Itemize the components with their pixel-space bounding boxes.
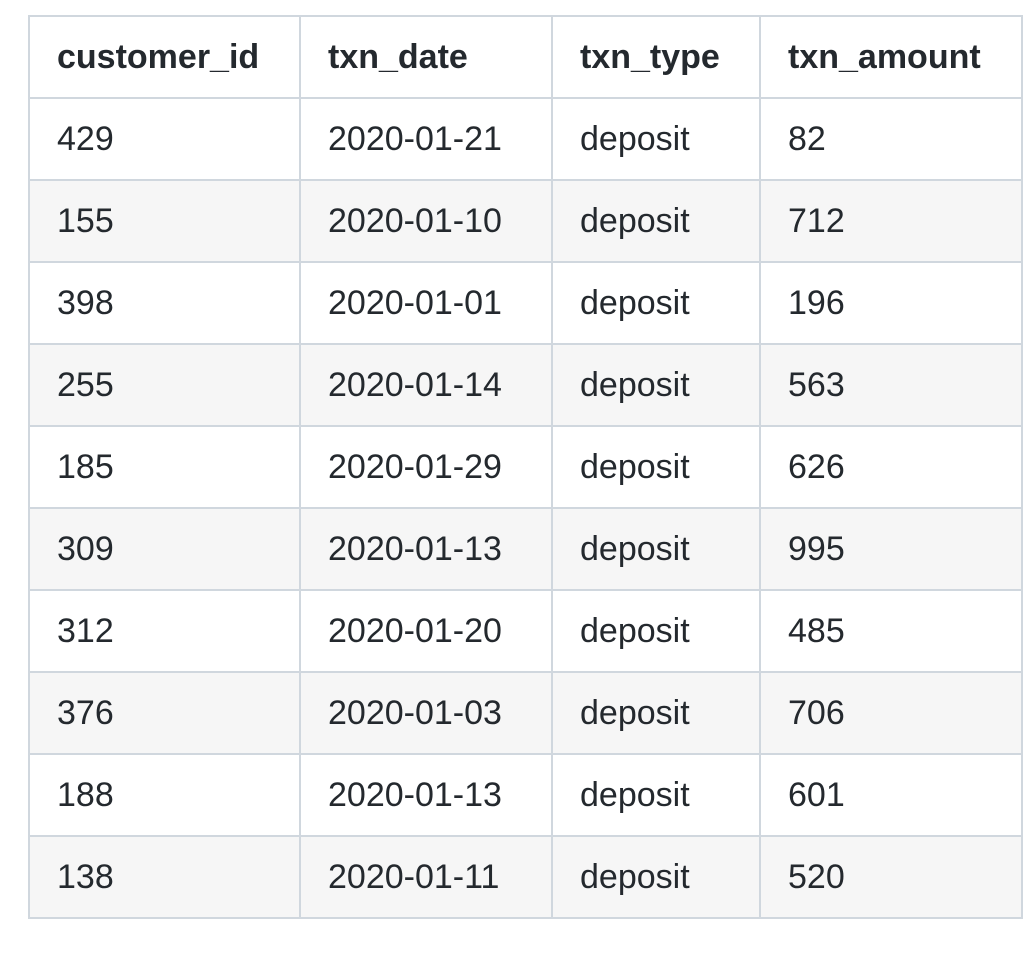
- cell-customer-id: 185: [28, 425, 301, 509]
- cell-txn-type: deposit: [551, 97, 761, 181]
- table-body: 429 2020-01-21 deposit 82 155 2020-01-10…: [28, 97, 1023, 919]
- cell-customer-id: 188: [28, 753, 301, 837]
- cell-txn-amount: 712: [759, 179, 1023, 263]
- transactions-table: customer_id txn_date txn_type txn_amount…: [28, 15, 1023, 919]
- cell-txn-date: 2020-01-29: [299, 425, 553, 509]
- cell-txn-amount: 196: [759, 261, 1023, 345]
- cell-txn-date: 2020-01-20: [299, 589, 553, 673]
- table-row: 255 2020-01-14 deposit 563: [28, 343, 1023, 427]
- cell-txn-amount: 563: [759, 343, 1023, 427]
- cell-txn-amount: 601: [759, 753, 1023, 837]
- cell-txn-type: deposit: [551, 589, 761, 673]
- cell-txn-amount: 706: [759, 671, 1023, 755]
- cell-txn-date: 2020-01-10: [299, 179, 553, 263]
- cell-txn-amount: 626: [759, 425, 1023, 509]
- table-row: 185 2020-01-29 deposit 626: [28, 425, 1023, 509]
- table-row: 188 2020-01-13 deposit 601: [28, 753, 1023, 837]
- cell-txn-date: 2020-01-14: [299, 343, 553, 427]
- cell-txn-type: deposit: [551, 835, 761, 919]
- cell-customer-id: 376: [28, 671, 301, 755]
- column-header-txn-amount: txn_amount: [759, 15, 1023, 99]
- column-header-customer-id: customer_id: [28, 15, 301, 99]
- cell-txn-type: deposit: [551, 753, 761, 837]
- table-row: 309 2020-01-13 deposit 995: [28, 507, 1023, 591]
- cell-customer-id: 398: [28, 261, 301, 345]
- cell-txn-amount: 995: [759, 507, 1023, 591]
- table-row: 429 2020-01-21 deposit 82: [28, 97, 1023, 181]
- cell-txn-date: 2020-01-13: [299, 507, 553, 591]
- cell-txn-date: 2020-01-13: [299, 753, 553, 837]
- cell-customer-id: 312: [28, 589, 301, 673]
- cell-txn-date: 2020-01-01: [299, 261, 553, 345]
- column-header-txn-type: txn_type: [551, 15, 761, 99]
- table-row: 155 2020-01-10 deposit 712: [28, 179, 1023, 263]
- cell-txn-date: 2020-01-03: [299, 671, 553, 755]
- cell-customer-id: 138: [28, 835, 301, 919]
- table-row: 398 2020-01-01 deposit 196: [28, 261, 1023, 345]
- cell-txn-type: deposit: [551, 425, 761, 509]
- table-row: 376 2020-01-03 deposit 706: [28, 671, 1023, 755]
- cell-txn-date: 2020-01-21: [299, 97, 553, 181]
- cell-txn-date: 2020-01-11: [299, 835, 553, 919]
- cell-txn-type: deposit: [551, 507, 761, 591]
- table-row: 312 2020-01-20 deposit 485: [28, 589, 1023, 673]
- table-row: 138 2020-01-11 deposit 520: [28, 835, 1023, 919]
- cell-customer-id: 309: [28, 507, 301, 591]
- cell-customer-id: 429: [28, 97, 301, 181]
- cell-txn-type: deposit: [551, 261, 761, 345]
- cell-txn-amount: 485: [759, 589, 1023, 673]
- cell-customer-id: 155: [28, 179, 301, 263]
- cell-txn-type: deposit: [551, 179, 761, 263]
- cell-txn-amount: 82: [759, 97, 1023, 181]
- column-header-txn-date: txn_date: [299, 15, 553, 99]
- cell-txn-type: deposit: [551, 343, 761, 427]
- cell-txn-type: deposit: [551, 671, 761, 755]
- cell-customer-id: 255: [28, 343, 301, 427]
- cell-txn-amount: 520: [759, 835, 1023, 919]
- table-header-row: customer_id txn_date txn_type txn_amount: [28, 15, 1023, 99]
